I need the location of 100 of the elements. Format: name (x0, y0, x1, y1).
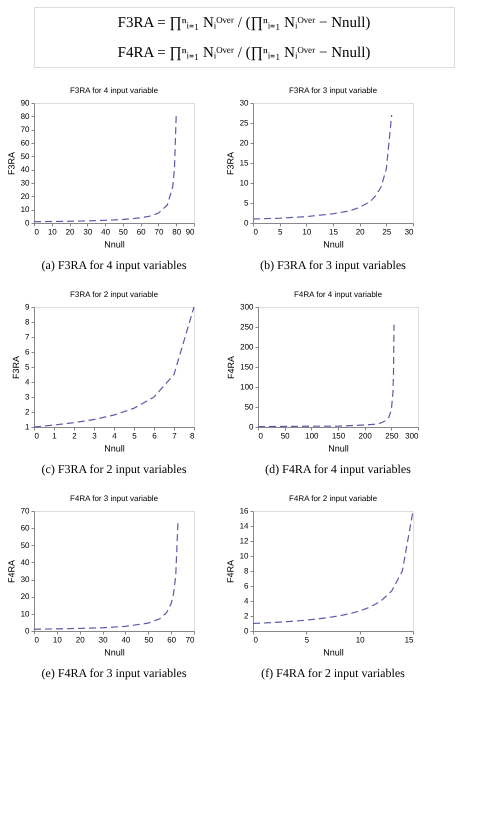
y-tick-label: 60 (20, 138, 30, 148)
x-tick-label: 50 (280, 432, 290, 440)
x-tick-label: 5 (304, 636, 310, 644)
y-tick-label: 10 (240, 178, 250, 188)
text: (d) F4RA for 4 input variables (265, 462, 412, 476)
x-tick-label: 70 (154, 228, 164, 236)
x-tick-label: 300 (405, 432, 420, 440)
x-tick-label: 80 (172, 228, 182, 236)
text: (e) F4RA for 3 input variables (42, 666, 187, 680)
x-tick-label: 20 (356, 228, 366, 236)
x-tick-label: 60 (136, 228, 146, 236)
chart-title: F4RA for 3 input variable (70, 494, 159, 503)
y-tick-label: 4 (25, 378, 30, 386)
y-tick-label: 20 (20, 192, 30, 201)
line-series (257, 324, 395, 428)
y-tick-label: 1 (25, 422, 30, 432)
y-tick-label: 100 (240, 382, 254, 392)
x-tick-label: 15 (404, 636, 414, 644)
y-tick-label: 20 (20, 592, 30, 602)
y-tick-label: 30 (20, 178, 30, 188)
y-tick-label: 0 (249, 422, 254, 432)
y-tick-label: 0 (25, 626, 30, 636)
y-tick-label: 40 (20, 165, 30, 174)
x-tick-label: 40 (121, 636, 131, 644)
x-tick-label: 20 (66, 228, 76, 236)
text: (b) F3RA for 3 input variables (260, 258, 406, 272)
x-tick-label: 0 (34, 432, 40, 440)
y-tick-label: 250 (240, 322, 254, 332)
y-tick-label: 60 (20, 524, 30, 533)
x-tick-label: 10 (302, 228, 312, 236)
x-tick-label: 5 (278, 228, 283, 236)
y-tick-label: 30 (20, 575, 30, 584)
x-axis-title: Nnull (323, 648, 344, 658)
x-tick-label: 10 (52, 636, 62, 644)
x-tick-label: 10 (48, 228, 58, 236)
x-tick-label: 60 (167, 636, 177, 644)
y-tick-label: 5 (25, 362, 30, 372)
x-tick-label: 3 (92, 432, 98, 440)
y-tick-label: 70 (20, 125, 30, 134)
y-tick-label: 80 (20, 112, 30, 121)
x-tick-label: 100 (305, 432, 320, 440)
x-tick-label: 250 (385, 432, 400, 440)
chart-title: F3RA for 2 input variable (70, 290, 159, 299)
x-tick-label: 10 (356, 636, 366, 644)
y-tick-label: 150 (240, 362, 254, 372)
y-tick-label: 6 (25, 348, 30, 356)
y-tick-label: 3 (25, 392, 30, 402)
x-tick-label: 0 (258, 432, 264, 440)
y-tick-label: 6 (244, 582, 250, 590)
x-tick-label: 30 (98, 636, 108, 644)
y-tick-label: 2 (25, 408, 30, 416)
y-tick-label: 30 (240, 98, 250, 108)
x-tick-label: 2 (72, 432, 78, 440)
y-tick-label: 10 (240, 552, 250, 560)
y-tick-label: 2 (244, 612, 250, 620)
y-tick-label: 9 (25, 302, 30, 312)
line-series (252, 114, 392, 220)
chart-title: F3RA for 4 input variable (70, 86, 159, 95)
x-axis-title: Nnull (104, 240, 125, 250)
x-axis-title: Nnull (323, 240, 344, 250)
text: (c) F3RA for 2 input variables (42, 462, 187, 476)
x-axis-title: Nnull (104, 648, 125, 658)
x-tick-label: 0 (34, 228, 40, 236)
x-tick-label: 90 (186, 228, 196, 236)
chart-title: F4RA for 4 input variable (294, 290, 383, 299)
y-axis-title: F3RA (6, 152, 17, 176)
x-tick-label: 200 (358, 432, 372, 440)
y-axis-title: F4RA (6, 560, 17, 584)
x-tick-label: 0 (34, 636, 40, 644)
y-tick-label: 15 (240, 158, 250, 168)
x-tick-label: 15 (329, 228, 338, 236)
x-tick-label: 40 (101, 228, 111, 236)
y-tick-label: 50 (20, 152, 30, 161)
x-tick-label: 1 (52, 432, 58, 440)
line-series (33, 520, 179, 630)
x-axis-title: Nnull (328, 444, 349, 454)
y-tick-label: 90 (20, 98, 30, 108)
y-axis-title: F4RA (226, 356, 236, 380)
chart-title: F3RA for 3 input variable (288, 86, 378, 95)
y-tick-label: 4 (244, 596, 250, 606)
y-tick-label: 0 (244, 218, 250, 228)
y-tick-label: 70 (20, 506, 30, 516)
x-tick-label: 70 (186, 636, 196, 644)
x-tick-label: 50 (118, 228, 128, 236)
y-tick-label: 8 (25, 318, 30, 326)
y-axis-title: F4RA (226, 560, 236, 584)
text: (f) F4RA for 2 input variables (261, 666, 406, 680)
y-tick-label: 200 (240, 342, 254, 352)
y-tick-label: 16 (240, 506, 250, 516)
x-tick-label: 8 (190, 432, 196, 440)
x-tick-label: 50 (144, 636, 154, 644)
y-tick-label: 20 (240, 138, 250, 148)
y-tick-label: 50 (20, 540, 30, 550)
y-axis-title: F3RA (226, 152, 236, 176)
x-tick-label: 30 (404, 228, 414, 236)
text: (a) F3RA for 4 input variables (42, 258, 187, 272)
chart-title: F4RA for 2 input variable (288, 494, 378, 503)
text: F3RA = ∏ⁿᵢ₌₁ Nᵢᴼᵛᵉʳ / (∏ⁿᵢ₌₁ Nᵢᴼᵛᵉʳ − Nnull) (118, 15, 370, 31)
y-tick-label: 0 (244, 626, 250, 636)
line-series (33, 306, 195, 428)
